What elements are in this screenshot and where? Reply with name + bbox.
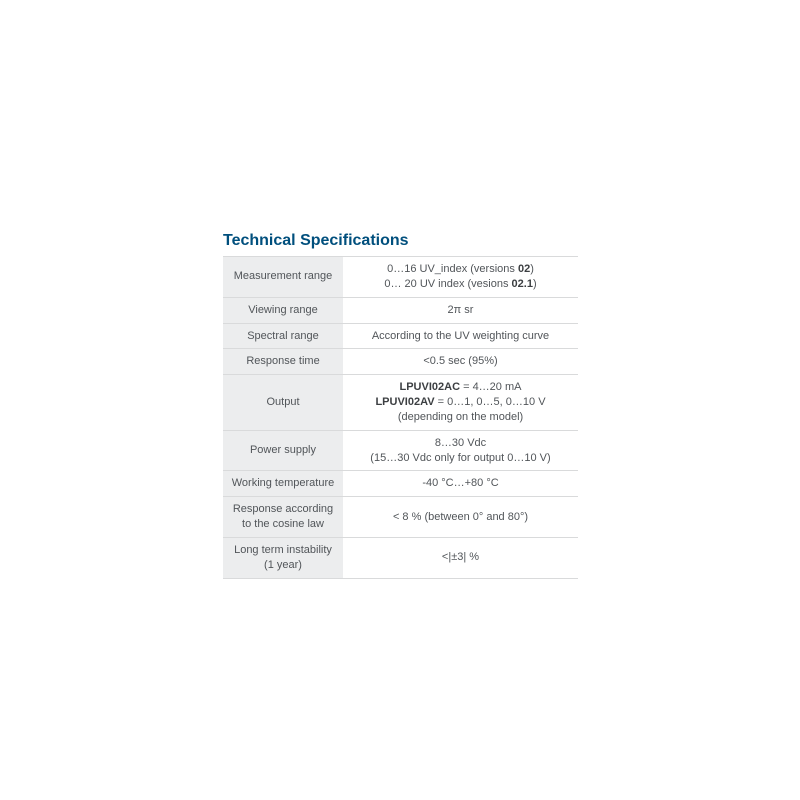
value-response-cosine: < 8 % (between 0° and 80°) (343, 497, 578, 538)
spec-container: Technical Specifications Measurement ran… (223, 232, 578, 579)
value-long-term: <|±3| % (343, 537, 578, 578)
label-working-temperature: Working temperature (223, 471, 343, 497)
row-working-temperature: Working temperature -40 °C…+80 °C (223, 471, 578, 497)
label-output: Output (223, 375, 343, 431)
bold: LPUVI02AV (375, 396, 434, 408)
row-power-supply: Power supply 8…30 Vdc (15…30 Vdc only fo… (223, 430, 578, 471)
bold: LPUVI02AC (400, 381, 461, 393)
text: ) (530, 263, 534, 275)
label-response-cosine: Response according to the cosine law (223, 497, 343, 538)
spec-table: Measurement range 0…16 UV_index (version… (223, 256, 578, 579)
row-response-cosine: Response according to the cosine law < 8… (223, 497, 578, 538)
bold: 02.1 (512, 278, 533, 290)
text: 0…16 UV_index (versions (387, 263, 518, 275)
label-viewing-range: Viewing range (223, 297, 343, 323)
label-response-time: Response time (223, 349, 343, 375)
value-viewing-range: 2π sr (343, 297, 578, 323)
row-output: Output LPUVI02AC = 4…20 mA LPUVI02AV = 0… (223, 375, 578, 431)
value-spectral-range: According to the UV weighting curve (343, 323, 578, 349)
row-long-term: Long term instability (1 year) <|±3| % (223, 537, 578, 578)
label-measurement-range: Measurement range (223, 257, 343, 298)
value-power-supply: 8…30 Vdc (15…30 Vdc only for output 0…10… (343, 430, 578, 471)
row-spectral-range: Spectral range According to the UV weigh… (223, 323, 578, 349)
label-long-term: Long term instability (1 year) (223, 537, 343, 578)
bold: 02 (518, 263, 530, 275)
text: 8…30 Vdc (435, 437, 486, 449)
value-output: LPUVI02AC = 4…20 mA LPUVI02AV = 0…1, 0…5… (343, 375, 578, 431)
value-response-time: <0.5 sec (95%) (343, 349, 578, 375)
text: ) (533, 278, 537, 290)
label-spectral-range: Spectral range (223, 323, 343, 349)
row-viewing-range: Viewing range 2π sr (223, 297, 578, 323)
value-measurement-range: 0…16 UV_index (versions 02) 0… 20 UV ind… (343, 257, 578, 298)
label-power-supply: Power supply (223, 430, 343, 471)
text: 0… 20 UV index (vesions (384, 278, 511, 290)
row-measurement-range: Measurement range 0…16 UV_index (version… (223, 257, 578, 298)
text: = 4…20 mA (460, 381, 521, 393)
text: (15…30 Vdc only for output 0…10 V) (370, 452, 550, 464)
row-response-time: Response time <0.5 sec (95%) (223, 349, 578, 375)
title: Technical Specifications (223, 232, 578, 250)
value-working-temperature: -40 °C…+80 °C (343, 471, 578, 497)
